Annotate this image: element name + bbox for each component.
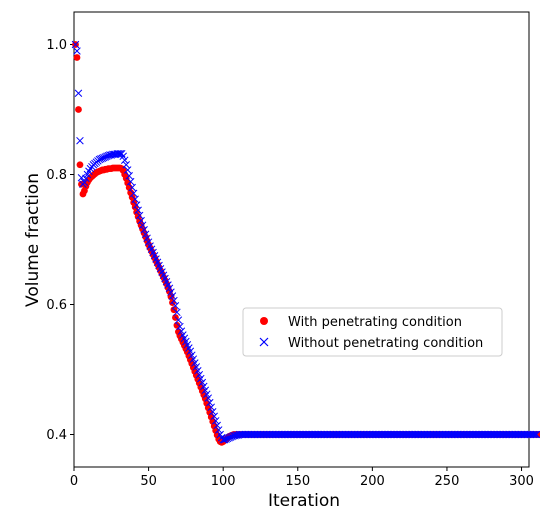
x-tick-label: 150 <box>285 474 310 489</box>
data-point <box>206 398 214 407</box>
data-point <box>76 161 84 169</box>
y-tick-label: 0.6 <box>46 298 67 313</box>
data-point <box>140 225 148 234</box>
y-axis: 0.4 0.6 0.8 1.0 <box>46 38 74 443</box>
data-point <box>203 390 211 398</box>
data-point <box>126 177 135 186</box>
data-point <box>75 106 82 113</box>
data-point <box>131 195 139 203</box>
data-point <box>168 292 177 300</box>
data-point <box>71 40 80 49</box>
data-point <box>207 403 215 411</box>
data-point <box>211 417 220 425</box>
data-point <box>143 234 151 242</box>
data-point <box>138 221 147 229</box>
x-tick-label: 50 <box>140 474 157 489</box>
data-point <box>128 183 136 192</box>
data-point <box>200 382 208 391</box>
data-point <box>135 211 144 220</box>
data-point <box>137 216 145 225</box>
data-point <box>167 293 175 301</box>
data-point <box>128 193 136 201</box>
data-point <box>122 160 130 169</box>
x-tick-label: 250 <box>435 474 460 489</box>
data-point <box>176 322 184 331</box>
data-point <box>228 432 236 441</box>
data-point <box>82 174 90 183</box>
data-point <box>186 347 195 356</box>
data-point <box>170 296 178 305</box>
y-tick-label: 1.0 <box>46 38 67 53</box>
data-point <box>189 355 198 363</box>
data-point <box>532 430 540 439</box>
series-layer <box>71 40 540 446</box>
data-point <box>177 327 186 335</box>
x-tick-label: 200 <box>360 474 385 489</box>
legend-marker-with-penetrating <box>260 317 268 325</box>
data-point <box>76 136 84 145</box>
data-point <box>210 412 218 421</box>
data-point <box>123 166 132 174</box>
data-point <box>165 284 174 293</box>
legend-label-without-penetrating: Without penetrating condition <box>288 336 483 351</box>
data-point <box>219 435 227 444</box>
data-point <box>191 359 199 367</box>
x-tick-label: 300 <box>509 474 534 489</box>
legend: With penetrating condition Without penet… <box>242 307 503 357</box>
data-point <box>174 316 183 324</box>
data-point <box>173 308 181 317</box>
data-point <box>132 201 141 209</box>
data-point <box>129 189 138 198</box>
data-point <box>204 394 213 402</box>
data-point <box>231 432 239 440</box>
data-point <box>194 367 202 375</box>
data-point <box>144 238 153 246</box>
data-point <box>115 149 123 158</box>
data-point <box>213 421 221 430</box>
y-tick-label: 0.8 <box>46 168 67 183</box>
x-axis: 0 50 100 150 200 250 300 <box>70 467 534 489</box>
data-point <box>73 54 81 61</box>
data-point <box>198 378 207 387</box>
x-tick-label: 0 <box>70 474 78 489</box>
y-axis-label: Volume fraction <box>23 173 43 307</box>
data-point <box>214 426 223 434</box>
data-point <box>74 89 83 98</box>
data-point <box>134 206 142 215</box>
x-axis-label: Iteration <box>268 491 340 511</box>
legend-label-with-penetrating: With penetrating condition <box>288 315 462 330</box>
data-point <box>120 156 129 164</box>
y-tick-label: 0.4 <box>46 428 67 443</box>
data-point <box>197 374 205 383</box>
data-point <box>195 370 204 379</box>
data-point <box>529 430 538 439</box>
data-point <box>531 430 539 439</box>
data-point <box>192 363 201 371</box>
data-point <box>119 152 127 161</box>
data-point <box>201 386 210 395</box>
data-point <box>73 47 81 55</box>
legend-box <box>242 307 503 357</box>
data-point <box>171 302 180 310</box>
series-without-penetrating <box>71 40 540 444</box>
data-point <box>125 172 133 180</box>
data-point <box>167 288 175 296</box>
data-point <box>141 230 150 239</box>
data-point <box>188 351 196 359</box>
data-point <box>80 178 89 187</box>
data-point <box>104 151 113 160</box>
data-point <box>208 407 217 416</box>
plot-area <box>73 11 530 468</box>
legend-marker-without-penetrating <box>259 337 269 347</box>
x-tick-label: 100 <box>211 474 236 489</box>
